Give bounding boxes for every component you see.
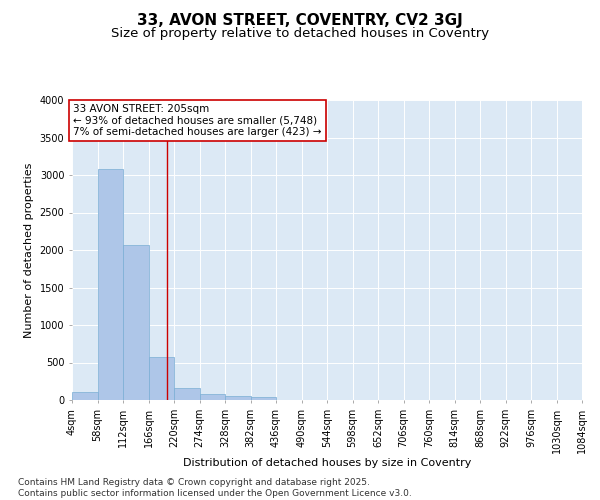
Text: 33 AVON STREET: 205sqm
← 93% of detached houses are smaller (5,748)
7% of semi-d: 33 AVON STREET: 205sqm ← 93% of detached… xyxy=(73,104,322,137)
Text: Size of property relative to detached houses in Coventry: Size of property relative to detached ho… xyxy=(111,28,489,40)
Bar xyxy=(72,392,97,400)
Bar xyxy=(174,388,199,400)
Text: 33, AVON STREET, COVENTRY, CV2 3GJ: 33, AVON STREET, COVENTRY, CV2 3GJ xyxy=(137,12,463,28)
Y-axis label: Number of detached properties: Number of detached properties xyxy=(24,162,34,338)
Bar xyxy=(149,357,174,400)
Bar xyxy=(225,396,251,400)
Bar xyxy=(123,246,149,400)
Text: Contains HM Land Registry data © Crown copyright and database right 2025.
Contai: Contains HM Land Registry data © Crown c… xyxy=(18,478,412,498)
Bar xyxy=(200,394,225,400)
Bar xyxy=(97,170,123,400)
X-axis label: Distribution of detached houses by size in Coventry: Distribution of detached houses by size … xyxy=(183,458,471,468)
Bar xyxy=(251,397,276,400)
